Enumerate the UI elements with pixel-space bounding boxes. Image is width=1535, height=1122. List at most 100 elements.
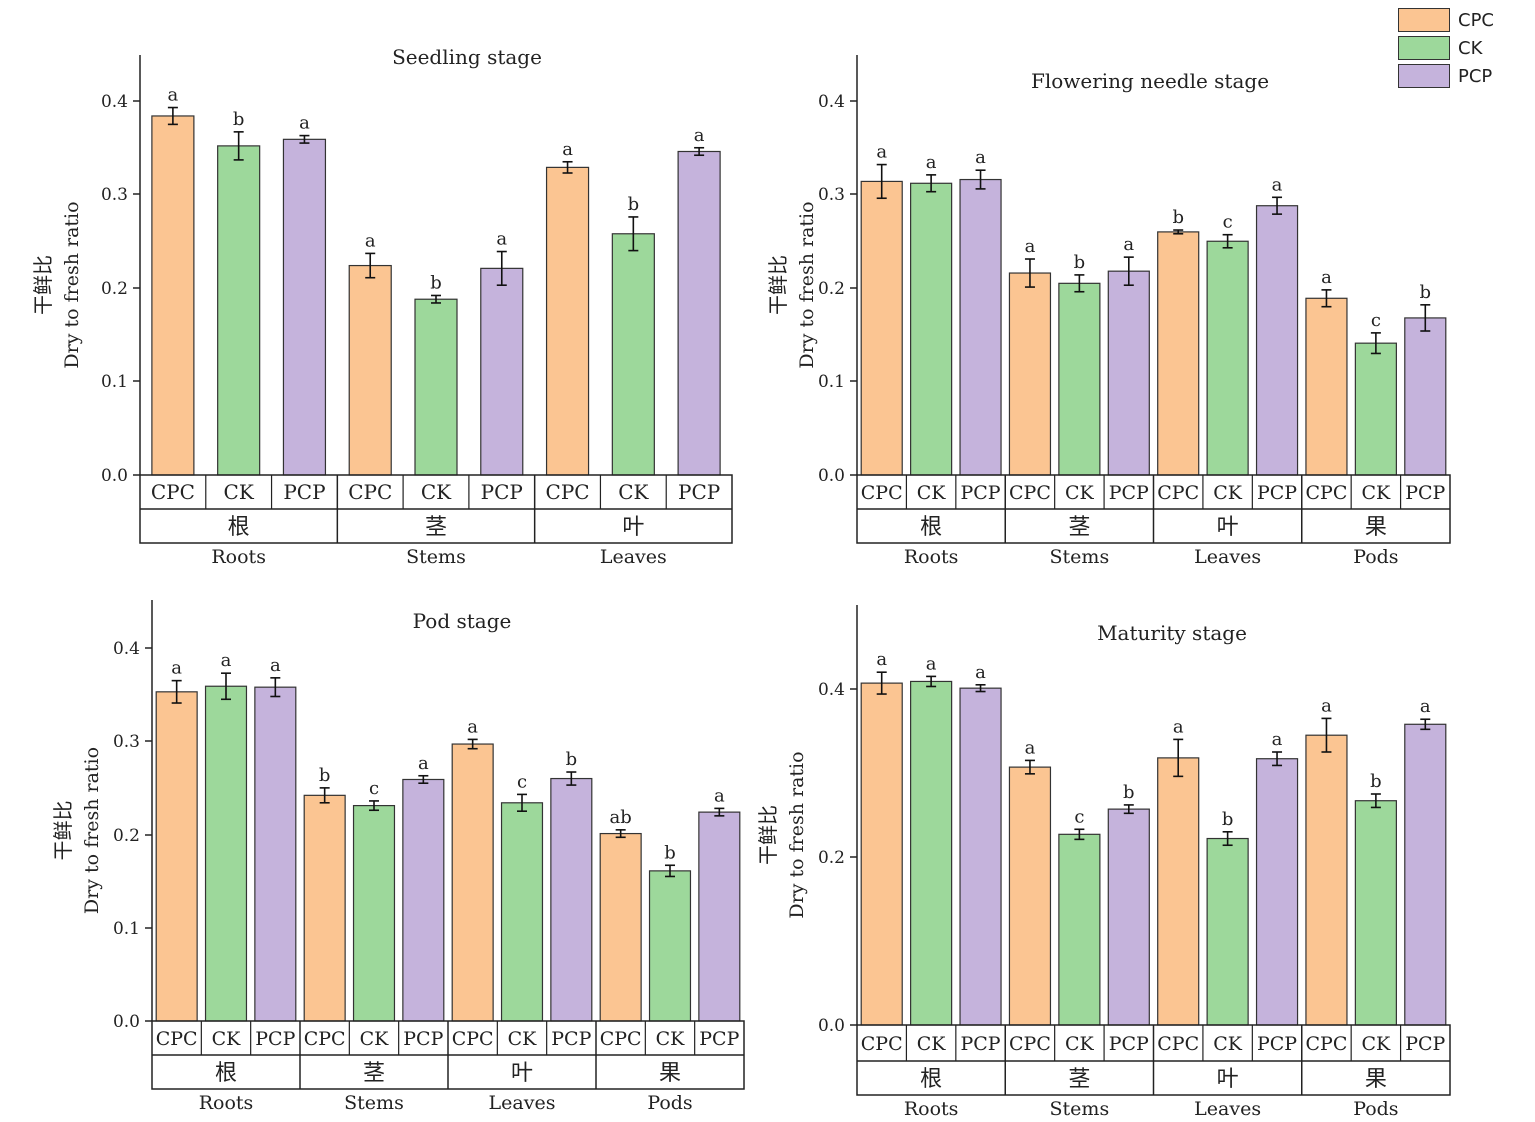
bar-pcp [254,686,297,1022]
group-label-en: Pods [647,1092,692,1114]
group-label-cn: 根 [920,1067,942,1092]
chart-panel-2: Pod stage 0.0 0.1 0.2 0.3 0.4 干鲜比 Dry to fresh … [51,600,745,1114]
significance-letter: a [467,716,478,737]
bar-pcp [1255,205,1299,476]
treatment-label: PCP [255,1028,295,1050]
bar-ck [1058,282,1101,476]
legend-swatch-pcp [1398,64,1450,88]
group-label-en: Stems [344,1092,404,1114]
treatment-label: PCP [403,1028,443,1050]
significance-letter: a [1272,174,1283,195]
bar-pcp [1404,723,1447,1026]
y-tick-label: 0.4 [818,92,845,112]
legend-item-ck: CK [1398,34,1530,62]
bar-pcp [402,778,445,1022]
significance-letter: b [1370,771,1382,792]
y-tick-label: 0.0 [818,1016,845,1036]
group-label-en: Stems [1050,1098,1110,1120]
treatment-label: PCP [960,482,1000,504]
y-tick-label: 0.3 [818,185,845,205]
y-axis-label-en: Dry to fresh ratio [61,201,83,368]
significance-letter: c [1074,806,1084,827]
significance-letter: b [1123,782,1135,803]
treatment-label: CPC [348,480,392,504]
group-label-en: Roots [199,1092,254,1114]
treatment-label: PCP [481,480,523,504]
bar-cpc [860,682,903,1026]
significance-letter: a [270,655,281,676]
chart-panel-3: Maturity stage 0.0 0.2 0.4 干鲜比 Dry to fresh r… [756,605,1451,1120]
bar-ck [204,685,248,1022]
group-label-cn: 茎 [1068,1067,1090,1092]
treatment-label: CPC [861,1033,903,1055]
bar-ck [1354,342,1397,476]
bar-pcp [550,777,593,1022]
treatment-label: CK [212,1028,242,1050]
group-label-cn: 茎 [425,515,447,540]
chart-panel-0: Seedling stage 0.0 0.1 0.2 0.3 0.4 干鲜比 Dry to f… [31,45,733,568]
bar-cpc [1157,757,1200,1026]
treatment-label: PCP [1109,482,1149,504]
bar-cpc [451,743,494,1022]
significance-letter: a [714,785,725,806]
treatment-label: PCP [678,480,720,504]
chart-title: Maturity stage [1097,621,1247,645]
treatment-label: CK [1213,482,1243,504]
y-tick-label: 0.1 [818,372,845,392]
y-tick-label: 0.1 [113,919,140,939]
bar-cpc [599,832,642,1022]
y-axis-label-en: Dry to fresh ratio [786,751,808,918]
legend-swatch-cpc [1398,8,1450,32]
y-axis-label-cn: 干鲜比 [51,801,75,861]
legend-item-cpc: CPC [1398,6,1530,34]
bar-ck [648,870,692,1022]
significance-letter: a [1025,236,1036,257]
treatment-label: CK [656,1028,686,1050]
group-label-cn: 茎 [1068,515,1090,540]
significance-letter: b [319,765,331,786]
legend: CPC CK PCP [1398,6,1530,90]
significance-letter: b [430,272,442,293]
treatment-label: CK [618,480,649,504]
y-tick-label: 0.2 [818,279,845,299]
treatment-label: PCP [1257,482,1297,504]
chart-panel-1: Flowering needle stage 0.0 0.1 0.2 0.3 0.4 干鲜比… [766,55,1451,568]
significance-letter: a [221,650,232,671]
group-label-en: Leaves [489,1092,556,1114]
bar-cpc [348,264,392,476]
treatment-label: CK [360,1028,390,1050]
treatment-label: PCP [1405,482,1445,504]
group-label-en: Leaves [600,546,667,568]
y-axis-label-cn: 干鲜比 [766,255,790,315]
significance-letter: a [1025,737,1036,758]
bar-cpc [151,115,195,476]
significance-letter: b [233,109,245,130]
group-label-cn: 果 [659,1061,681,1086]
legend-label-pcp: PCP [1458,65,1493,87]
y-tick-label: 0.3 [113,732,140,752]
bar-ck [352,804,396,1022]
significance-letter: c [1371,310,1381,331]
treatment-label: CPC [1009,1033,1051,1055]
significance-letter: a [1420,696,1431,717]
y-axis-label-cn: 干鲜比 [756,805,780,865]
legend-label-ck: CK [1458,37,1483,59]
group-label-cn: 根 [228,515,250,540]
y-tick-label: 0.2 [818,848,845,868]
significance-letter: a [562,139,573,160]
bar-cpc [1305,297,1348,476]
significance-letter: a [171,658,182,679]
treatment-label: PCP [1405,1033,1445,1055]
treatment-label: PCP [551,1028,591,1050]
bar-ck [910,680,953,1026]
significance-letter: a [168,85,179,106]
bar-ck [1354,800,1397,1026]
group-label-cn: 根 [215,1061,237,1086]
significance-letter: a [975,662,986,683]
bar-cpc [860,180,903,476]
treatment-label: CK [917,1033,947,1055]
group-label-cn: 叶 [511,1061,533,1086]
treatment-label: CPC [304,1028,346,1050]
bar-ck [611,233,655,476]
